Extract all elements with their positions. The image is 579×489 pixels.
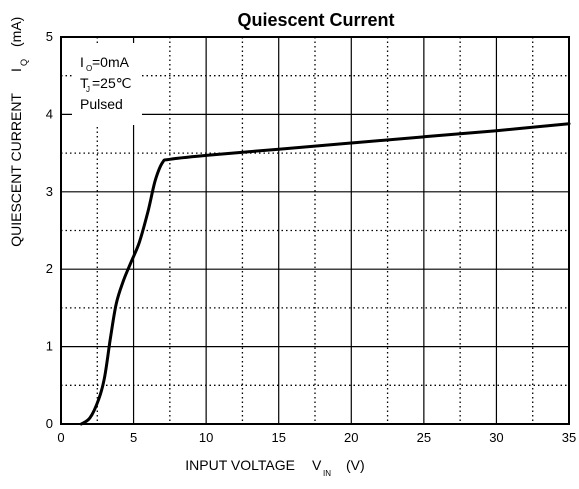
x-tick-label: 20: [344, 430, 358, 445]
x-axis-label-symbol: V: [312, 457, 322, 473]
x-axis-label-unit: (V): [346, 457, 365, 473]
y-tick-label: 1: [46, 339, 53, 354]
plot-frame: [60, 36, 570, 425]
tick-labels: 0 5 10 15 20 25 30 35 0 1 2 3 4 5: [46, 29, 576, 445]
data-line: [79, 122, 571, 426]
x-axis-label-subscript: IN: [323, 469, 331, 478]
condition-text: =0mA: [92, 54, 130, 70]
condition-subscript: J: [86, 85, 90, 94]
y-axis-label-symbol: I: [8, 68, 24, 72]
x-tick-label: 10: [199, 430, 213, 445]
y-axis-label-unit: (mA): [8, 17, 24, 47]
y-axis-label: QUIESCENT CURRENT I Q (mA): [8, 17, 29, 247]
y-tick-label: 0: [46, 416, 53, 431]
y-tick-label: 4: [46, 106, 53, 121]
condition-symbol: I: [80, 54, 84, 70]
x-tick-label: 5: [130, 430, 137, 445]
y-tick-label: 5: [46, 29, 53, 44]
x-tick-label: 0: [57, 430, 64, 445]
condition-subscript: O: [86, 64, 92, 73]
y-tick-label: 3: [46, 184, 53, 199]
x-tick-label: 35: [562, 430, 576, 445]
y-axis-label-main: QUIESCENT CURRENT: [8, 93, 24, 247]
chart-title: Quiescent Current: [237, 10, 394, 30]
y-tick-label: 2: [46, 261, 53, 276]
condition-text: Pulsed: [80, 96, 123, 112]
condition-symbol: T: [80, 75, 89, 91]
condition-text: =25℃: [92, 75, 131, 91]
y-axis-label-subscript: Q: [19, 59, 29, 66]
grid: [61, 37, 569, 424]
x-axis-label: INPUT VOLTAGE V IN (V): [185, 457, 364, 478]
x-axis-label-main: INPUT VOLTAGE: [185, 457, 295, 473]
conditions-background: [72, 43, 142, 125]
x-tick-label: 25: [417, 430, 431, 445]
x-tick-label: 15: [271, 430, 285, 445]
x-tick-label: 30: [489, 430, 503, 445]
